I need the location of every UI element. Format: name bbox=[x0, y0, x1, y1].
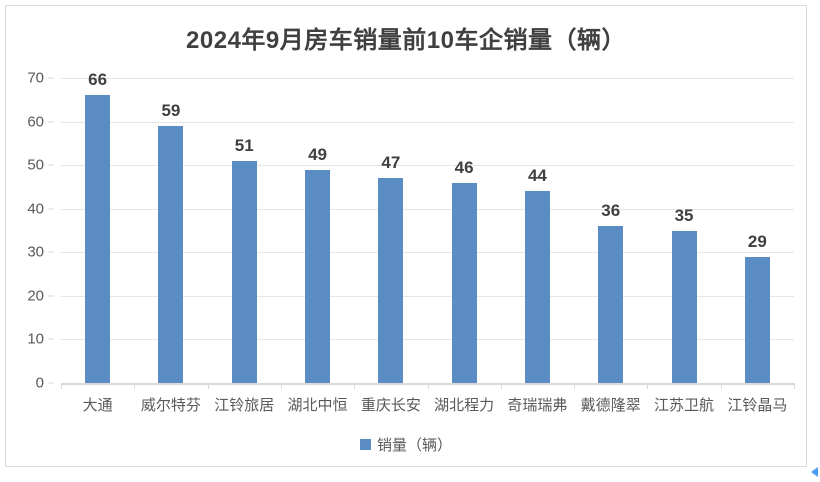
y-axis-tick-labels: 70 60 50 40 30 20 10 0 bbox=[6, 70, 54, 392]
x-axis-category-label: 重庆长安 bbox=[360, 397, 421, 414]
x-axis-tick-mark bbox=[500, 383, 502, 389]
bar[interactable] bbox=[671, 230, 697, 383]
bar-value-label: 29 bbox=[747, 231, 767, 251]
bar-value-label: 36 bbox=[601, 201, 621, 221]
legend-entry-label: 销量（辆） bbox=[376, 437, 452, 454]
bar[interactable] bbox=[451, 182, 477, 383]
x-axis-category-label: 戴德隆翠 bbox=[580, 397, 641, 414]
x-axis-tick-mark bbox=[207, 383, 209, 389]
x-axis-tick-mark bbox=[134, 383, 136, 389]
x-axis-tick-mark bbox=[354, 383, 356, 389]
chart-legend: 销量（辆） bbox=[6, 434, 806, 455]
bar-value-label: 66 bbox=[88, 70, 108, 90]
bar[interactable] bbox=[524, 191, 550, 383]
y-axis-tick-mark bbox=[48, 338, 54, 340]
y-axis-tick-mark bbox=[48, 382, 54, 384]
bar[interactable] bbox=[158, 125, 184, 383]
gridline bbox=[61, 78, 794, 79]
gridline bbox=[61, 121, 794, 123]
x-axis-category-label: 湖北程力 bbox=[434, 397, 495, 414]
y-axis-tick-mark bbox=[48, 251, 54, 253]
bar-value-label: 59 bbox=[161, 100, 181, 120]
bar[interactable] bbox=[744, 256, 770, 383]
y-axis-tick-mark bbox=[48, 164, 54, 166]
y-axis-tick-label: 0 bbox=[35, 374, 44, 392]
bar-value-label: 35 bbox=[674, 205, 694, 225]
bar[interactable] bbox=[598, 226, 624, 383]
square-swatch-icon bbox=[359, 439, 371, 450]
x-axis-tick-mark bbox=[427, 383, 429, 389]
bar[interactable] bbox=[305, 169, 331, 383]
gridline bbox=[61, 339, 794, 341]
gridline bbox=[61, 165, 794, 167]
gridline bbox=[61, 252, 794, 254]
x-axis-tick-mark bbox=[61, 383, 62, 389]
gridline bbox=[61, 295, 794, 297]
bar[interactable] bbox=[378, 178, 404, 383]
bar-value-label: 46 bbox=[454, 157, 474, 177]
bar-value-label: 51 bbox=[234, 135, 254, 155]
bar[interactable] bbox=[231, 160, 257, 383]
bar[interactable] bbox=[85, 95, 111, 383]
y-axis-tick-mark bbox=[48, 208, 54, 210]
x-axis-category-labels: 大通 威尔特芬 江铃旅居 湖北中恒 重庆长安 湖北程力 奇瑞瑞弗 戴德隆翠 江苏卫航 江铃晶马 bbox=[61, 394, 794, 418]
y-axis-tick-label: 30 bbox=[27, 243, 44, 261]
y-axis-tick-label: 20 bbox=[27, 287, 44, 305]
y-axis-tick-label: 70 bbox=[27, 69, 44, 87]
triangle-left-icon[interactable] bbox=[811, 467, 818, 477]
x-axis-tick-mark bbox=[720, 383, 722, 389]
bar-value-label: 44 bbox=[527, 166, 547, 186]
chart-title: 2024年9月房车销量前10车企销量（辆） bbox=[186, 27, 626, 54]
x-axis-category-label: 威尔特芬 bbox=[140, 397, 201, 414]
bar-value-label: 49 bbox=[308, 144, 328, 164]
x-axis-category-label: 江苏卫航 bbox=[654, 397, 715, 414]
bar-value-label: 47 bbox=[381, 153, 401, 173]
x-axis-tick-mark bbox=[794, 383, 795, 389]
y-axis-tick-label: 60 bbox=[27, 113, 44, 131]
y-axis-tick-mark bbox=[48, 121, 54, 123]
x-axis-tick-mark bbox=[647, 383, 649, 389]
chart-frame: 2024年9月房车销量前10车企销量（辆） 70 60 50 40 30 20 10 0 66… bbox=[5, 5, 807, 467]
plot-area: 66 59 51 49 47 46 44 36 35 29 bbox=[61, 70, 794, 384]
y-axis-tick-mark bbox=[48, 77, 54, 79]
x-axis-category-label: 湖北中恒 bbox=[287, 397, 348, 414]
gridline bbox=[61, 208, 794, 210]
x-axis-category-label: 江铃晶马 bbox=[727, 397, 788, 414]
x-axis-tick-mark bbox=[574, 383, 576, 389]
x-axis-category-label: 奇瑞瑞弗 bbox=[507, 397, 568, 414]
x-axis-category-label: 江铃旅居 bbox=[214, 397, 275, 414]
x-axis-tick-mark bbox=[280, 383, 282, 389]
y-axis-tick-label: 50 bbox=[27, 156, 44, 174]
y-axis-tick-mark bbox=[48, 295, 54, 297]
y-axis-tick-label: 10 bbox=[27, 330, 44, 348]
x-axis-category-label: 大通 bbox=[82, 397, 113, 414]
y-axis-tick-label: 40 bbox=[27, 200, 44, 218]
